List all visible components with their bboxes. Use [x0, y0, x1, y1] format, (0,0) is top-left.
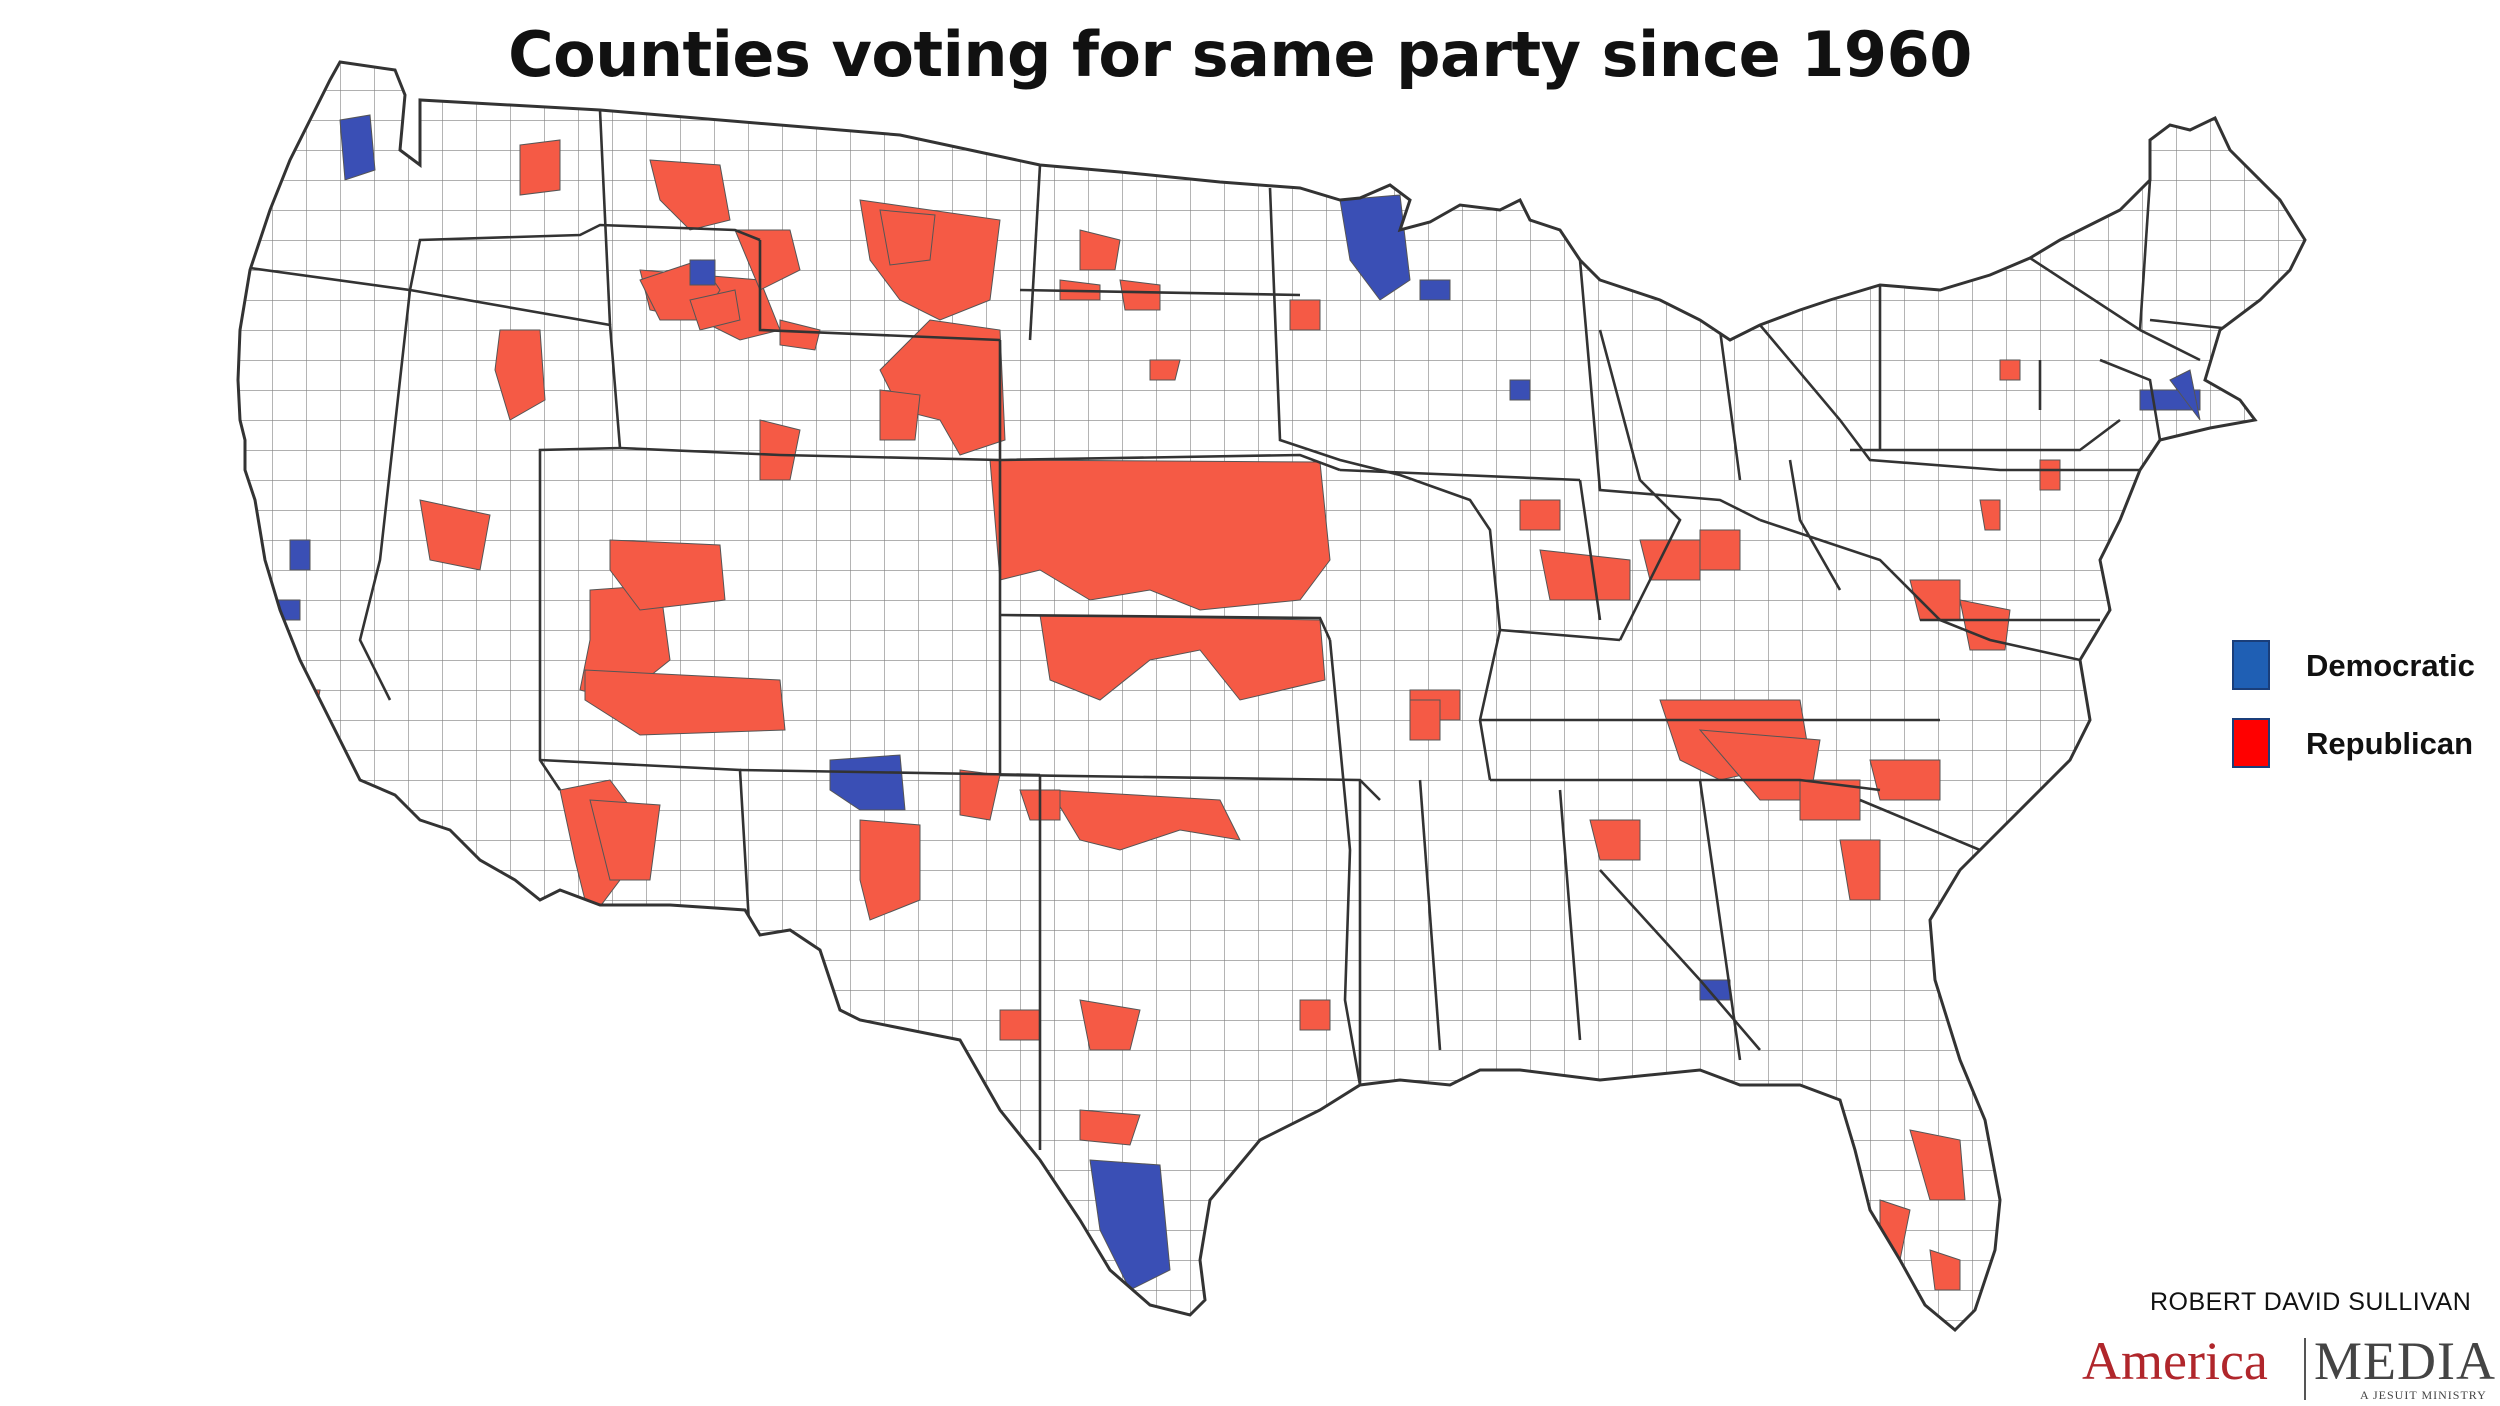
republican-county-cluster: [1539, 549, 1631, 601]
legend-item-democratic: Democratic: [2232, 640, 2500, 690]
republican-county-cluster: [589, 799, 661, 881]
republican-swatch: [2232, 718, 2270, 768]
republican-county-cluster: [1589, 819, 1641, 861]
republican-county-cluster: [519, 139, 561, 196]
republican-county-cluster: [859, 819, 921, 921]
republican-county-cluster: [1799, 779, 1861, 821]
republican-county-cluster: [649, 159, 731, 231]
democratic-swatch: [2232, 640, 2270, 690]
republican-county-cluster: [1049, 789, 1241, 851]
republican-county-cluster: [1119, 279, 1161, 311]
map-title: Counties voting for same party since 196…: [508, 18, 1972, 91]
legend-label-democratic: Democratic: [2306, 648, 2475, 683]
republican-county-cluster: [779, 319, 821, 351]
republican-county-cluster: [494, 329, 546, 421]
republican-county-cluster: [609, 539, 726, 611]
republican-county-cluster: [989, 459, 1331, 611]
republican-county-cluster: [1909, 1129, 1966, 1201]
democratic-county-cluster: [1339, 194, 1411, 301]
logo-america-text: America: [2082, 1331, 2268, 1391]
republican-county-cluster: [689, 289, 741, 331]
republican-county-cluster: [759, 419, 801, 481]
legend-item-republican: Republican: [2232, 718, 2500, 768]
republican-county-cluster: [1869, 759, 1941, 801]
republican-county-cluster: [1039, 614, 1326, 701]
logo-tagline: A JESUIT MINISTRY: [2360, 1388, 2487, 1402]
republican-county-cluster: [879, 209, 936, 266]
republican-county-cluster: [1149, 359, 1181, 381]
democratic-county-cluster: [289, 539, 311, 571]
democratic-county-cluster: [1089, 1159, 1171, 1291]
republican-county-cluster: [1299, 999, 1331, 1031]
democratic-county-cluster: [1509, 379, 1531, 401]
democratic-county-cluster: [1699, 979, 1731, 1001]
republican-county-cluster: [879, 389, 921, 441]
republican-county-cluster: [1409, 699, 1441, 741]
republican-county-cluster: [1699, 529, 1741, 571]
republican-county-cluster: [1079, 1109, 1141, 1146]
republican-county-cluster: [1289, 299, 1321, 331]
democratic-county-cluster: [269, 599, 301, 621]
democratic-county-cluster: [2169, 369, 2201, 421]
author-byline: ROBERT DAVID SULLIVAN: [2150, 1288, 2472, 1316]
republican-county-cluster: [1079, 229, 1121, 271]
republican-county-cluster: [1639, 539, 1701, 581]
democratic-county-cluster: [339, 114, 376, 181]
republican-county-cluster: [2039, 459, 2061, 491]
republican-county-cluster: [1839, 839, 1881, 901]
republican-county-cluster: [584, 669, 786, 736]
logo-divider: [2304, 1338, 2306, 1400]
republican-county-cluster: [1959, 599, 2011, 651]
republican-county-cluster: [1519, 499, 1561, 531]
logo-media-text: MEDIA: [2314, 1331, 2496, 1391]
legend-label-republican: Republican: [2306, 726, 2474, 761]
republican-county-cluster: [1979, 499, 2001, 531]
democratic-county-cluster: [829, 754, 906, 811]
republican-county-cluster: [419, 499, 491, 571]
republican-county-cluster: [999, 1009, 1041, 1041]
democratic-county-cluster: [689, 259, 716, 286]
republican-county-cluster: [734, 229, 801, 291]
republican-county-cluster: [1929, 1249, 1961, 1291]
democratic-county-cluster: [1419, 279, 1451, 301]
republican-county-cluster: [1999, 359, 2021, 381]
republican-county-cluster: [1079, 999, 1141, 1051]
